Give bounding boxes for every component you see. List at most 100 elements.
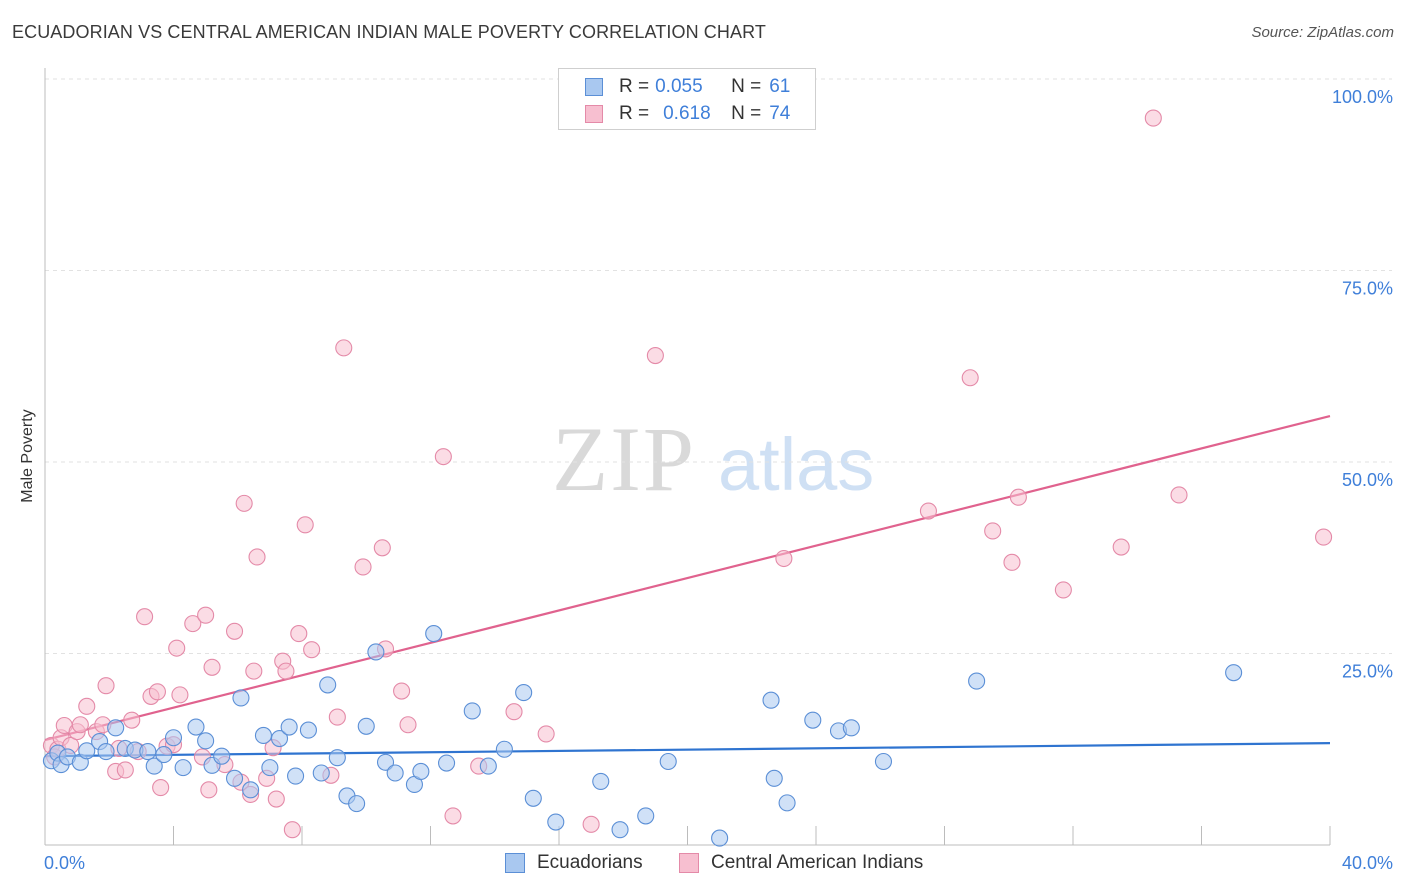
legend-r-label: R = (619, 76, 650, 97)
data-point-ecuadorian (637, 807, 655, 825)
legend-r-value: 0.055 (655, 76, 703, 97)
data-point-ecuadorian (328, 749, 346, 767)
data-point-ecuadorian (412, 762, 430, 781)
data-point-ecuadorian (213, 747, 231, 765)
legend-swatch-pink (679, 853, 699, 873)
data-point-central-american-indian (1315, 528, 1333, 546)
data-point-ecuadorian (592, 772, 610, 790)
data-point-ecuadorian (479, 757, 497, 775)
watermark-zip: ZIP (552, 408, 696, 510)
data-point-ecuadorian (547, 813, 565, 831)
data-point-ecuadorian (232, 689, 250, 707)
legend-n-label: N = (731, 103, 762, 124)
data-point-central-american-indian (399, 716, 417, 734)
data-point-ecuadorian (425, 625, 443, 643)
legend-r-label: R = (619, 103, 650, 124)
data-point-ecuadorian (319, 676, 337, 694)
series-legend: Ecuadorians Central American Indians (0, 852, 1406, 878)
x-tick-label: 0.0% (44, 853, 85, 873)
data-point-ecuadorian (804, 711, 822, 729)
data-point-central-american-indian (373, 539, 391, 557)
data-point-ecuadorian (524, 789, 542, 807)
y-tick-labels: 100.0% 75.0% 50.0% 25.0% (1332, 87, 1393, 682)
data-point-central-american-indian (97, 677, 115, 695)
data-point-ecuadorian (164, 729, 183, 747)
data-point-ecuadorian (97, 742, 115, 761)
data-point-ecuadorian (312, 764, 330, 782)
gridlines (45, 78, 1392, 654)
data-point-ecuadorian (968, 672, 986, 690)
data-point-central-american-indian (290, 625, 308, 643)
data-point-central-american-indian (961, 369, 979, 387)
data-point-central-american-indian (152, 778, 170, 797)
trend-lines (44, 414, 1331, 758)
data-point-central-american-indian (123, 711, 141, 729)
data-point-ecuadorian (376, 753, 395, 771)
data-point-central-american-indian (168, 639, 186, 657)
data-point-ecuadorian (225, 769, 244, 787)
data-point-central-american-indian (335, 339, 353, 357)
legend-swatch-blue (505, 853, 525, 873)
trend-line-ecuadorians (44, 742, 1331, 758)
data-point-central-american-indian (148, 683, 166, 701)
data-point-central-american-indian (245, 662, 263, 680)
data-point-central-american-indian (136, 608, 154, 626)
data-point-ecuadorian (386, 764, 404, 782)
data-point-ecuadorian (270, 729, 289, 748)
watermark: ZIP atlas (552, 408, 874, 510)
correlation-legend: R = 0.055 N = 61 R = 0.618 N = 74 (558, 68, 816, 130)
legend-n-value: 74 (769, 103, 791, 124)
data-point-ecuadorian (438, 754, 456, 772)
data-point-ecuadorian (107, 719, 125, 737)
data-point-ecuadorian (1225, 664, 1243, 682)
data-point-central-american-indian (444, 807, 462, 825)
data-point-ecuadorian (254, 726, 273, 745)
legend-label-central-american-indians: Central American Indians (711, 852, 924, 873)
data-point-central-american-indian (646, 346, 664, 365)
data-point-ecuadorian (515, 684, 533, 702)
chart-title: ECUADORIAN VS CENTRAL AMERICAN INDIAN MA… (12, 22, 766, 42)
legend-item-central-american-indians: Central American Indians (679, 852, 923, 874)
source-credit: Source: ZipAtlas.com (1251, 24, 1394, 41)
y-tick-label: 100.0% (1332, 87, 1393, 107)
data-point-ecuadorian (495, 740, 513, 758)
data-point-ecuadorian (299, 721, 317, 739)
data-point-central-american-indian (203, 658, 221, 676)
legend-r-value: 0.618 (663, 103, 711, 124)
data-point-central-american-indian (393, 682, 411, 700)
data-point-ecuadorian (762, 691, 780, 709)
data-point-ecuadorian (155, 746, 173, 764)
data-point-ecuadorian (842, 719, 860, 737)
data-point-ecuadorian (874, 752, 893, 771)
data-point-ecuadorian (287, 767, 305, 785)
data-point-central-american-indian (267, 790, 285, 808)
data-point-ecuadorian (611, 821, 629, 839)
legend-n-value: 61 (769, 76, 791, 97)
data-point-central-american-indian (78, 697, 96, 715)
data-point-ecuadorian (348, 795, 366, 813)
data-point-central-american-indian (116, 761, 134, 779)
legend-row-central-american-indians: R = 0.618 N = 74 (585, 103, 790, 125)
data-point-central-american-indian (171, 686, 189, 704)
data-point-ecuadorian (139, 742, 157, 761)
data-point-central-american-indian (184, 615, 202, 633)
data-point-central-american-indian (71, 716, 89, 734)
data-point-ecuadorian (711, 829, 729, 847)
y-tick-label: 25.0% (1342, 662, 1393, 682)
data-point-ecuadorian (261, 759, 279, 777)
y-tick-label: 50.0% (1342, 470, 1393, 490)
data-point-ecuadorian (659, 752, 677, 771)
data-point-ecuadorian (187, 718, 205, 736)
data-point-ecuadorian (357, 717, 375, 735)
data-point-central-american-indian (1003, 553, 1021, 571)
trend-line-central-american-indians (44, 414, 1331, 742)
data-point-central-american-indian (225, 622, 244, 640)
data-point-central-american-indian (1144, 109, 1162, 127)
data-point-ecuadorian (78, 742, 96, 760)
legend-label-ecuadorians: Ecuadorians (537, 852, 643, 873)
data-point-ecuadorian (197, 732, 215, 750)
data-point-central-american-indian (197, 606, 215, 624)
ecuadorian-points (42, 625, 1243, 847)
data-point-ecuadorian (145, 757, 163, 775)
